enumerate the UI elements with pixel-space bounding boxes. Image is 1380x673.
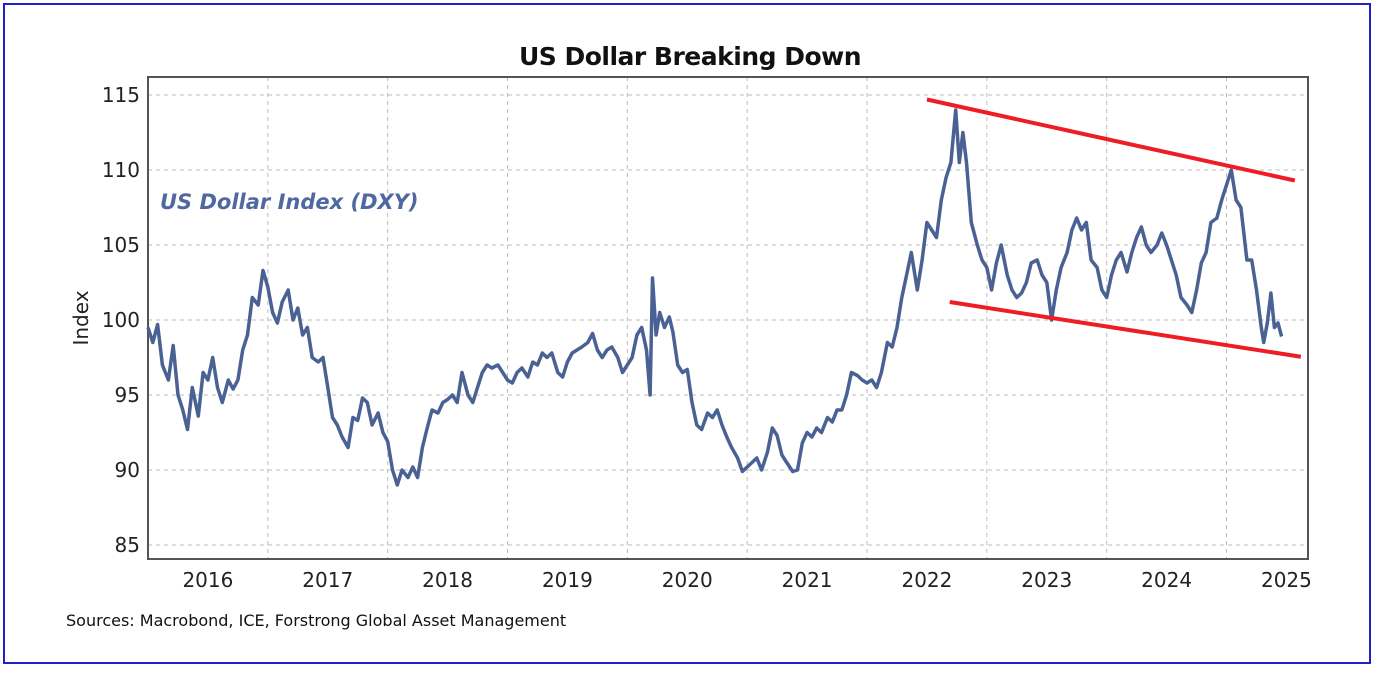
y-tick-label: 85 xyxy=(115,533,140,557)
y-tick-label: 105 xyxy=(102,233,140,257)
x-tick-label: 2021 xyxy=(782,568,833,592)
y-tick-label: 110 xyxy=(102,158,140,182)
source-note: Sources: Macrobond, ICE, Forstrong Globa… xyxy=(66,611,567,630)
y-tick-label: 115 xyxy=(102,83,140,107)
x-tick-label: 2024 xyxy=(1141,568,1192,592)
y-axis-label: Index xyxy=(69,290,93,345)
plot-area xyxy=(147,76,1309,560)
x-tick-label: 2019 xyxy=(542,568,593,592)
y-tick-label: 95 xyxy=(115,383,140,407)
x-tick-label: 2018 xyxy=(422,568,473,592)
chart-frame xyxy=(3,3,1371,664)
x-tick-label: 2020 xyxy=(662,568,713,592)
dxy-series-line xyxy=(146,108,1284,487)
chart-title: US Dollar Breaking Down xyxy=(518,42,862,71)
x-tick-label: 2025 xyxy=(1261,568,1312,592)
trendline-lower xyxy=(949,300,1302,359)
y-tick-label: 100 xyxy=(102,308,140,332)
x-tick-label: 2022 xyxy=(901,568,952,592)
y-tick-label: 90 xyxy=(115,458,140,482)
x-tick-label: 2016 xyxy=(182,568,233,592)
trendline-upper xyxy=(926,97,1296,183)
series-label: US Dollar Index (DXY) xyxy=(160,190,419,214)
x-tick-label: 2017 xyxy=(302,568,353,592)
x-tick-label: 2023 xyxy=(1021,568,1072,592)
